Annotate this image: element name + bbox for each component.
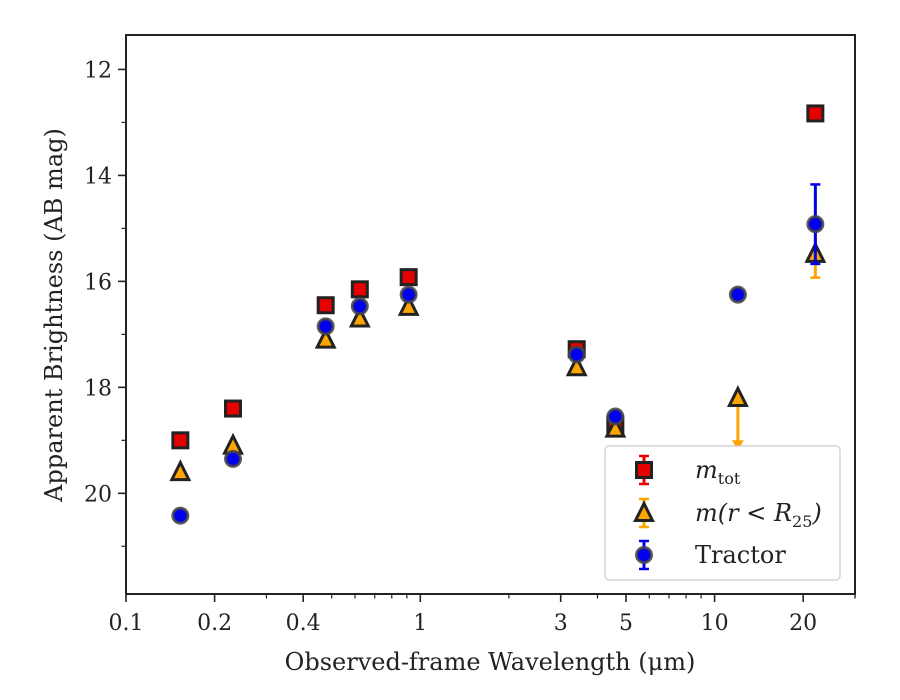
data-point (171, 431, 190, 450)
x-tick-label: 0.4 (286, 611, 321, 636)
legend-marker (635, 546, 653, 564)
data-point (567, 345, 586, 364)
x-tick-label: 1 (413, 611, 427, 636)
legend-marker (633, 500, 655, 522)
data-point (224, 399, 243, 418)
data-point (350, 297, 369, 316)
data-point (399, 268, 418, 287)
data-point (171, 506, 190, 525)
legend-label: mtot (695, 456, 741, 488)
legend-item: Tractor (635, 539, 786, 571)
plot-area (169, 104, 827, 525)
data-point (728, 285, 747, 304)
data-point (726, 385, 749, 407)
data-point (224, 449, 243, 468)
legend-item: mtot (635, 454, 741, 488)
x-tick-label: 5 (619, 611, 633, 636)
data-point (314, 326, 337, 349)
x-tick-label: 0.1 (109, 611, 144, 636)
data-point (316, 296, 335, 315)
y-tick-label: 16 (84, 270, 112, 295)
legend-item: m(r < R25) (633, 497, 822, 531)
data-point (806, 104, 825, 123)
y-tick-label: 14 (84, 164, 112, 189)
x-axis-label: Observed-frame Wavelength (μm) (285, 648, 696, 676)
legend: mtot m(r < R25) Tractor (604, 445, 841, 581)
y-tick-label: 18 (84, 376, 112, 401)
axis-ticks: 0.1 0.2 0.4 1 3 5 10 20 12 14 16 18 20 (84, 58, 856, 636)
y-axis-label: Apparent Brightness (AB mag) (40, 128, 68, 503)
x-tick-label: 0.2 (197, 611, 232, 636)
legend-label: Tractor (695, 541, 786, 569)
series-circle (171, 183, 825, 525)
legend-label: m(r < R25) (695, 499, 822, 531)
data-point (604, 415, 627, 438)
y-tick-label: 20 (84, 482, 112, 507)
series-square (171, 104, 825, 450)
series-triangle (169, 228, 827, 482)
plot-frame (125, 34, 856, 595)
x-tick-label: 20 (789, 611, 817, 636)
data-point (169, 459, 192, 482)
data-point (399, 285, 418, 304)
y-tick-label: 12 (84, 58, 112, 83)
data-point (350, 280, 369, 299)
data-point (316, 317, 335, 336)
legend-marker (635, 461, 653, 479)
data-point (397, 293, 420, 316)
upper-limit-arrowhead (731, 440, 744, 451)
data-point (348, 305, 371, 328)
data-point (806, 215, 825, 234)
data-point (606, 407, 625, 426)
legend-box (604, 445, 841, 581)
x-tick-label: 3 (554, 611, 568, 636)
x-tick-label: 10 (701, 611, 729, 636)
data-point (565, 354, 588, 377)
